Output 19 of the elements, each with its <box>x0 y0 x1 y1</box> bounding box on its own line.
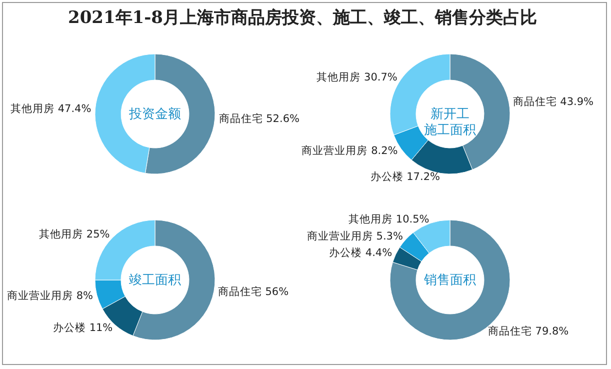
slice-label: 其他用房 25% <box>39 228 110 241</box>
slice-label: 商品住宅 79.8% <box>488 324 569 338</box>
slice-label: 办公楼 11% <box>52 321 113 334</box>
text: 竣工面积 <box>129 273 181 288</box>
slice-label: 商业营业用房 5.3% <box>306 230 403 243</box>
slice-label: 商品住宅 43.9% <box>512 94 594 108</box>
slice-label: 其他用房 47.4% <box>10 102 92 115</box>
slice-label: 商业营业用房 8% <box>7 288 94 302</box>
slice-label: 商品住宅 56% <box>218 284 289 298</box>
text: 投资金额 <box>128 107 181 122</box>
slice-label: 其他用房 10.5% <box>348 212 430 226</box>
text: 销售面积 <box>423 273 476 288</box>
text: 2021年1-8月上海市商品房投资、施工、竣工、销售分类占比 <box>66 7 538 29</box>
slice-label: 办公楼 17.2% <box>370 170 440 184</box>
text: 新开工施工面积 <box>424 107 476 138</box>
slice-label: 其他用房 30.7% <box>316 70 398 84</box>
slice-label: 商品住宅 52.6% <box>218 112 300 126</box>
slice-label: 办公楼 4.4% <box>329 246 392 259</box>
slice-label: 商业营业用房 8.2% <box>302 144 398 157</box>
